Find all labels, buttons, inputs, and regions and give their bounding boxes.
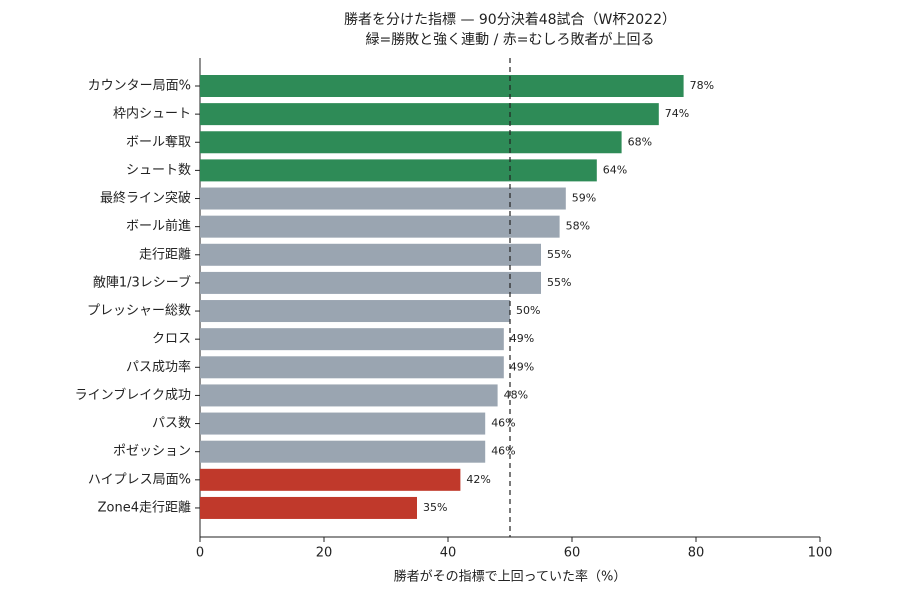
y-tick-label: 敵陣1/3レシーブ (93, 274, 191, 290)
y-tick-label: 最終ライン突破 (100, 190, 191, 206)
x-tick-label: 0 (196, 546, 204, 561)
x-axis-label: 勝者がその指標で上回っていた率（%） (394, 569, 627, 585)
y-tick-label: パス成功率 (126, 359, 191, 375)
bar (200, 187, 566, 210)
value-label: 49% (510, 332, 534, 345)
x-tick-label: 60 (564, 546, 581, 561)
bar (200, 103, 659, 126)
x-tick-label: 100 (808, 546, 833, 561)
value-label: 46% (491, 445, 515, 458)
value-label: 42% (466, 473, 490, 486)
y-tick-label: カウンター局面% (88, 79, 191, 94)
bar (200, 243, 541, 266)
y-tick-label: ポゼッション (113, 444, 191, 459)
bar (200, 328, 504, 351)
bar (200, 215, 560, 238)
bar (200, 412, 486, 435)
y-tick-label: ボール前進 (126, 218, 191, 234)
y-tick-label: パス数 (152, 416, 191, 431)
value-label: 48% (504, 388, 528, 401)
bar (200, 384, 498, 407)
bar (200, 440, 486, 463)
bar (200, 300, 510, 323)
y-tick-label: ボール奪取 (126, 134, 191, 150)
y-tick-label: シュート数 (126, 163, 191, 178)
y-tick-label: 走行距離 (139, 247, 191, 262)
value-label: 55% (547, 248, 571, 261)
value-label: 50% (516, 304, 540, 317)
value-label: 68% (628, 135, 652, 148)
y-tick-label: クロス (152, 332, 191, 347)
y-tick-label: 枠内シュート (113, 106, 191, 122)
value-label: 46% (491, 417, 515, 430)
y-tick-label: プレッシャー総数 (87, 304, 191, 319)
bar (200, 271, 541, 294)
bar (200, 159, 597, 182)
value-label: 64% (603, 163, 627, 176)
x-tick-label: 20 (316, 546, 333, 561)
bar (200, 75, 684, 97)
value-label: 49% (510, 360, 534, 373)
value-label: 58% (566, 220, 590, 233)
bar (200, 468, 461, 491)
value-label: 55% (547, 276, 571, 289)
y-tick-label: Zone4走行距離 (98, 500, 191, 515)
bar (200, 356, 504, 379)
y-tick-label: ハイプレス局面% (88, 472, 191, 487)
x-tick-label: 40 (440, 546, 457, 561)
chart-subtitle: 緑=勝敗と強く連動 / 赤=むしろ敗者が上回る (365, 32, 654, 48)
chart-title: 勝者を分けた指標 — 90分決着48試合（W杯2022） (344, 12, 676, 28)
value-label: 35% (423, 501, 447, 514)
x-tick-label: 80 (688, 546, 705, 561)
y-tick-label: ラインブレイク成功 (75, 387, 191, 403)
bar (200, 496, 417, 519)
value-label: 78% (690, 79, 714, 92)
value-label: 59% (572, 192, 596, 205)
bar (200, 131, 622, 154)
value-label: 74% (665, 107, 689, 120)
